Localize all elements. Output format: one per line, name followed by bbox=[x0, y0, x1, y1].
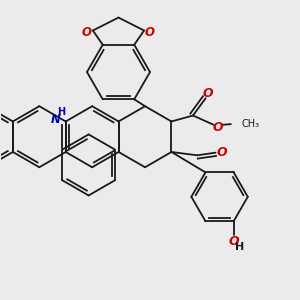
Text: O: O bbox=[82, 26, 92, 39]
Text: O: O bbox=[203, 87, 214, 100]
Text: CH₃: CH₃ bbox=[242, 119, 260, 129]
Text: N: N bbox=[51, 113, 61, 126]
Text: O: O bbox=[213, 121, 224, 134]
Text: H: H bbox=[235, 242, 244, 252]
Text: O: O bbox=[229, 235, 240, 248]
Text: O: O bbox=[145, 26, 155, 39]
Text: H: H bbox=[57, 106, 65, 116]
Text: O: O bbox=[217, 146, 227, 159]
